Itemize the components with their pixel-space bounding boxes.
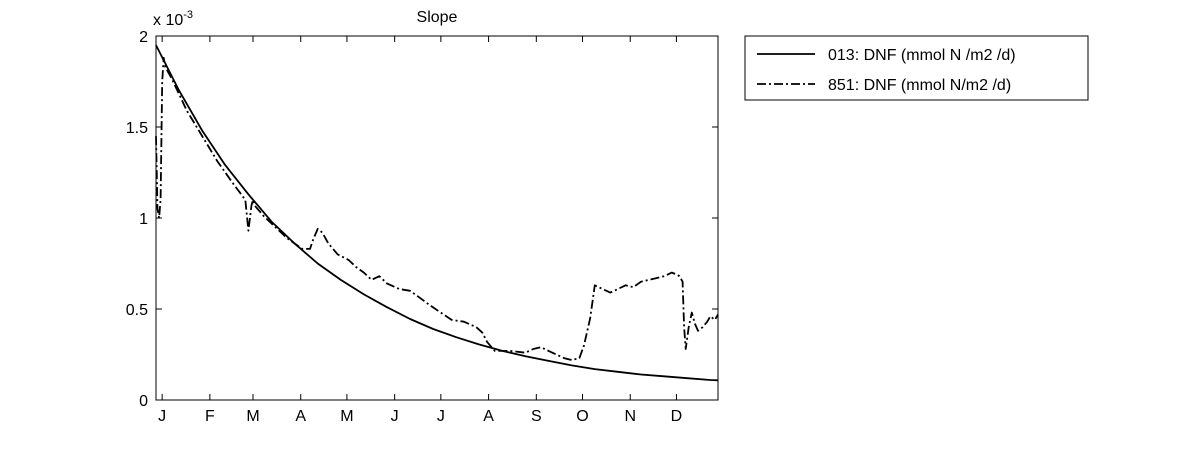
y-tick-label: 2 <box>139 29 148 46</box>
x-tick-label: N <box>624 408 636 425</box>
x-tick-label: S <box>531 408 542 425</box>
x-tick-label: A <box>295 408 306 425</box>
x-tick-label: A <box>483 408 494 425</box>
legend-entry-label: 013: DNF (mmol N /m2 /d) <box>828 47 1016 64</box>
legend: 013: DNF (mmol N /m2 /d) 851: DNF (mmol N… <box>744 35 1089 101</box>
x-tick-label: M <box>340 408 353 425</box>
series-line-2 <box>155 56 719 361</box>
series-line-1 <box>155 44 719 382</box>
y-tick-label: 1 <box>139 211 148 228</box>
legend-entry-label: 851: DNF (mmol N/m2 /d) <box>828 77 1011 94</box>
y-tick-label: 0.5 <box>126 302 148 319</box>
y-scale-multiplier: x 10-3 <box>153 9 193 29</box>
y-tick-label: 0 <box>139 393 148 410</box>
chart-title: Slope <box>417 9 458 26</box>
plot-area <box>156 36 718 400</box>
legend-box <box>744 35 1089 101</box>
x-tick-label: J <box>158 408 166 425</box>
x-tick-label: F <box>205 408 215 425</box>
x-tick-label: O <box>576 408 588 425</box>
x-tick-label: J <box>437 408 445 425</box>
y-tick-label: 1.5 <box>126 120 148 137</box>
x-tick-label: M <box>246 408 259 425</box>
x-tick-label: D <box>671 408 683 425</box>
x-tick-label: J <box>391 408 399 425</box>
